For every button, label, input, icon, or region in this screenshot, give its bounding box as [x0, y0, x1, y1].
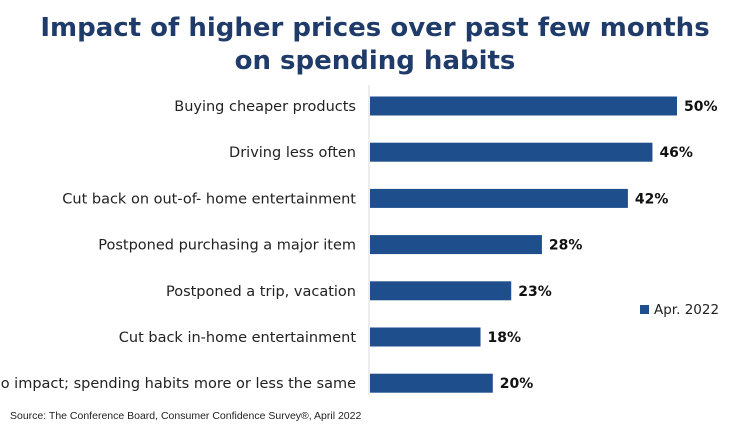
bar	[370, 281, 512, 301]
bar	[370, 188, 628, 208]
category-label: Cut back in-home entertainment	[119, 330, 357, 346]
category-label: Cut back on out-of- home entertainment	[62, 191, 356, 207]
chart-title-line-2: on spending habits	[235, 46, 516, 76]
legend-label: Apr. 2022	[654, 302, 719, 318]
category-label: Driving less often	[229, 145, 356, 161]
value-label: 23%	[518, 284, 552, 300]
category-label: Buying cheaper products	[174, 99, 356, 115]
legend-swatch	[640, 305, 649, 314]
bar	[370, 373, 493, 393]
bar-group: Buying cheaper products 50% Driving less o…	[0, 96, 718, 393]
value-label: 46%	[659, 145, 693, 161]
source-note: Source: The Conference Board, Consumer C…	[10, 410, 361, 422]
bar	[370, 96, 677, 116]
category-label: Postponed purchasing a major item	[98, 238, 356, 254]
value-label: 28%	[549, 238, 583, 254]
value-label: 50%	[684, 99, 718, 115]
value-label: 18%	[488, 330, 522, 346]
value-label: 42%	[635, 191, 669, 207]
category-label: Postponed a trip, vacation	[166, 284, 356, 300]
bar	[370, 327, 481, 347]
bar	[370, 235, 542, 255]
value-label: 20%	[500, 376, 534, 392]
chart-title-line-1: Impact of higher prices over past few mo…	[40, 13, 709, 43]
category-label: No impact; spending habits more or less …	[0, 376, 356, 392]
bar	[370, 142, 653, 162]
